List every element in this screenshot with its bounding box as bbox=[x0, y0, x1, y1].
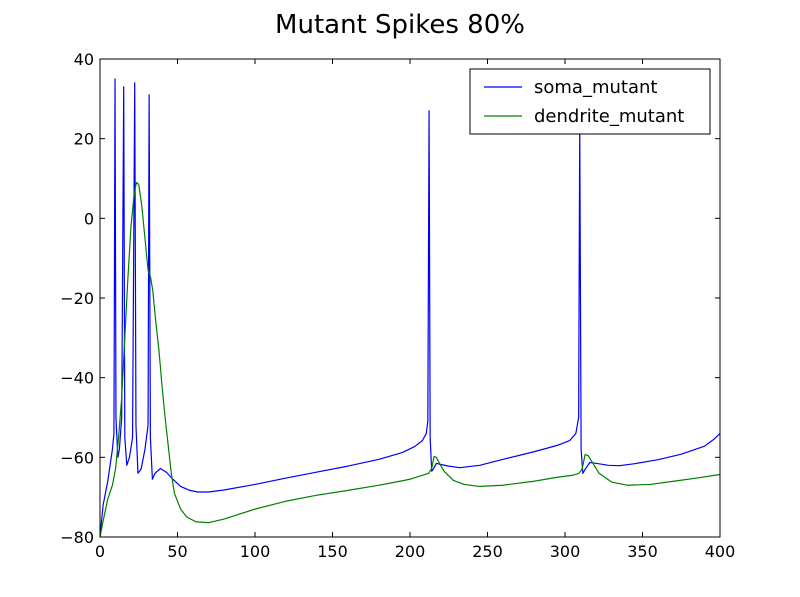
legend-label-dendrite: dendrite_mutant bbox=[534, 106, 684, 127]
y-tick-label: 40 bbox=[74, 50, 94, 69]
legend-box bbox=[469, 68, 711, 135]
x-tick-label: 200 bbox=[395, 542, 426, 561]
x-tick-label: 150 bbox=[317, 542, 348, 561]
legend-label-soma: soma_mutant bbox=[534, 77, 657, 98]
y-tick-label: −20 bbox=[60, 289, 94, 308]
series-line-dendrite-mutant bbox=[100, 181, 720, 537]
x-tick-label: 50 bbox=[167, 542, 187, 561]
y-tick-label: −60 bbox=[60, 448, 94, 467]
x-tick-label: 400 bbox=[705, 542, 736, 561]
x-tick-label: 350 bbox=[627, 542, 658, 561]
x-tick-label: 250 bbox=[472, 542, 503, 561]
y-tick-label: −80 bbox=[60, 528, 94, 547]
series-line-soma-mutant bbox=[100, 78, 720, 537]
x-tick-label: 0 bbox=[95, 542, 105, 561]
chart-title: Mutant Spikes 80% bbox=[275, 10, 525, 40]
series-layer bbox=[100, 78, 720, 537]
y-tick-label: −40 bbox=[60, 369, 94, 388]
axes-layer: 0 50 100 150 200 250 300 350 400 −80 −60 −40 −20 0 20 4… bbox=[60, 50, 735, 561]
legend: soma_mutant dendrite_mutant bbox=[469, 68, 711, 135]
x-tick-label: 100 bbox=[240, 542, 271, 561]
y-tick-label: 20 bbox=[74, 130, 94, 149]
y-tick-label: 0 bbox=[84, 209, 94, 228]
x-tick-label: 300 bbox=[550, 542, 581, 561]
